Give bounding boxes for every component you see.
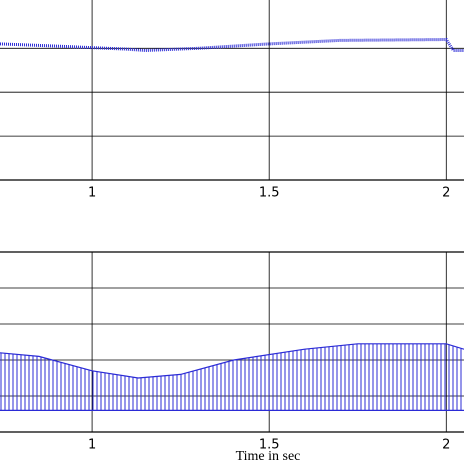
x-tick-label: 2: [442, 438, 450, 453]
x-tick-label: 1.5: [259, 186, 280, 201]
x-tick-label: 1: [88, 186, 96, 201]
x-axis-label: Time in sec: [236, 449, 301, 464]
data-line: [0, 38, 464, 52]
x-tick-label: 2: [442, 186, 450, 201]
x-tick-label: 1.5: [259, 438, 280, 453]
x-tick-label: 1: [88, 438, 96, 453]
band-fill: [0, 343, 464, 411]
data-line: [0, 343, 464, 379]
